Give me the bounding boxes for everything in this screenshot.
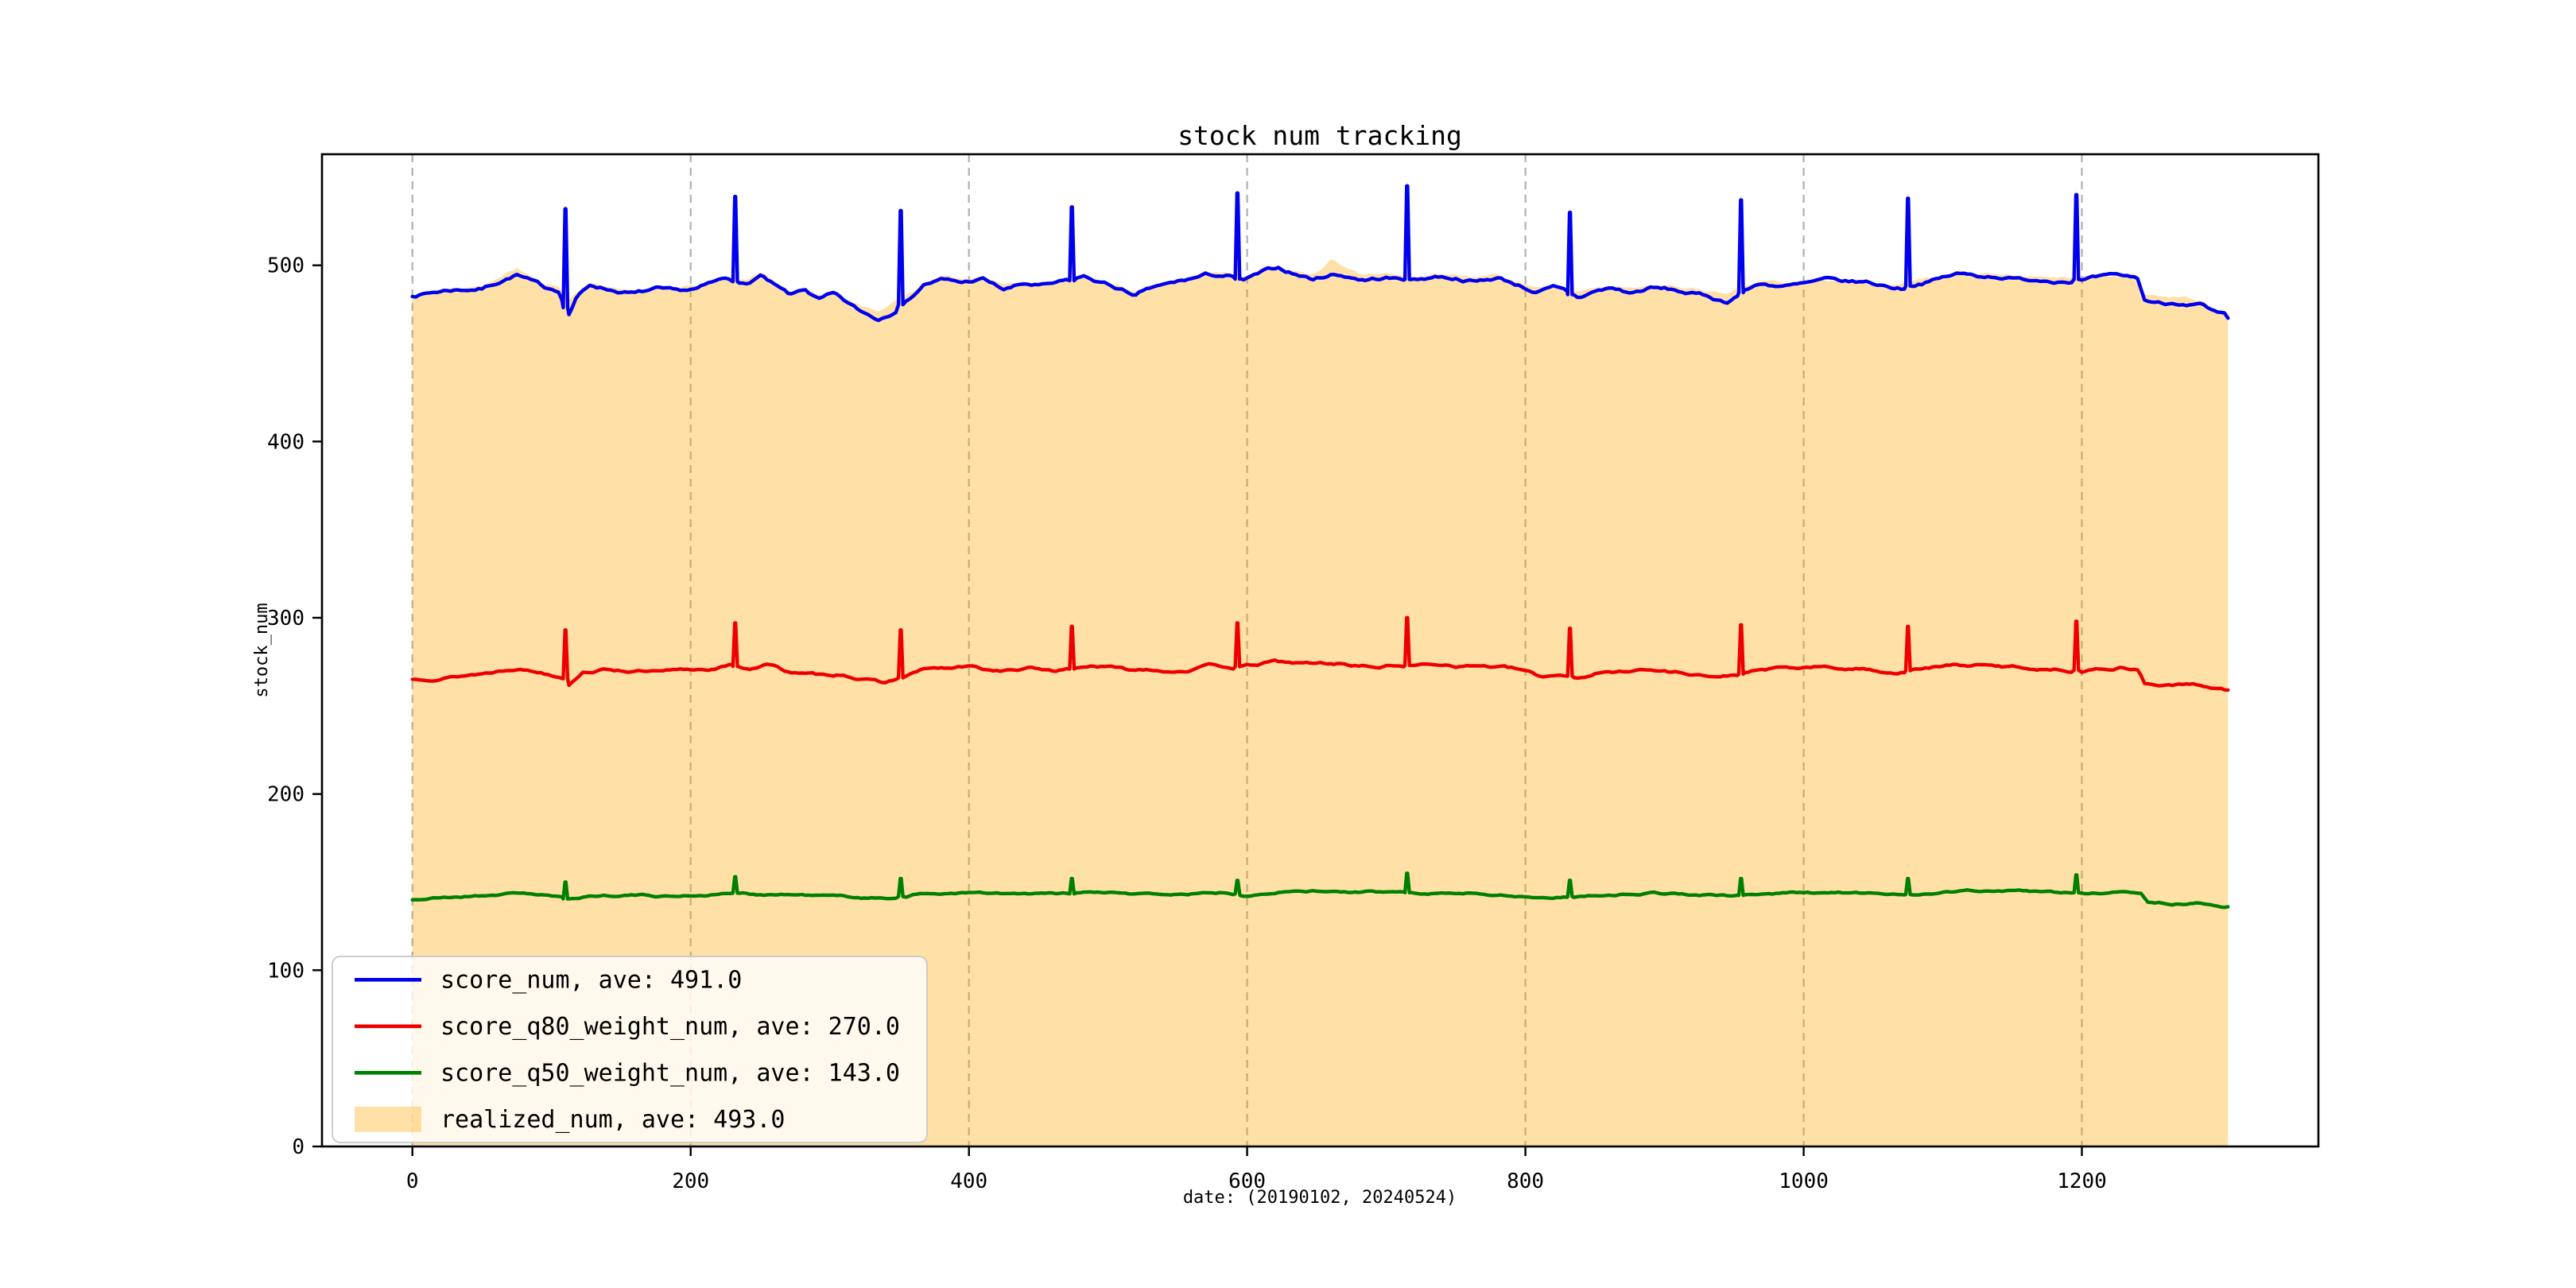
x-tick-label: 800 [1507,1170,1544,1193]
legend-label-score_q80_weight_num: score_q80_weight_num, ave: 270.0 [440,1013,900,1041]
legend-label-score_num: score_num, ave: 491.0 [440,966,742,994]
x-tick-label: 600 [1228,1170,1266,1193]
score_q80_weight_num-line [410,615,2230,692]
y-tick-label: 100 [267,959,305,983]
y-tick-label: 400 [267,430,305,454]
score_q50_weight_num-line [410,871,2230,910]
y-axis-label: stock_num [252,603,272,697]
y-tick-label: 500 [267,254,305,278]
realized_num-area [412,182,2229,1146]
series-layer [410,182,2230,1146]
legend-box [332,956,928,1143]
legend-label-realized_num: realized_num, ave: 493.0 [440,1106,785,1134]
x-tick-label: 400 [950,1170,987,1193]
x-tick-label: 1200 [2057,1170,2107,1193]
y-tick-label: 200 [267,783,305,807]
chart-title: stock num tracking [1177,120,1462,151]
plot-border [320,153,2320,1148]
score_num-line [410,184,2230,323]
legend: score_num, ave: 491.0 score_q80_weight_nu… [332,956,928,1143]
y-tick-label: 300 [267,607,305,630]
x-tick-label: 0 [406,1170,419,1193]
x-axis-label: date: (20190102, 20240524) [1183,1188,1457,1208]
axis-ticks: 0 200 400 600 800 1000 1200 0 100 200 300 400 500 [267,254,2107,1193]
y-tick-label: 0 [292,1135,305,1159]
legend-swatch-realized_num [355,1106,421,1132]
legend-label-score_q50_weight_num: score_q50_weight_num, ave: 143.0 [440,1059,900,1087]
x-tick-label: 200 [672,1170,709,1193]
x-tick-label: 1000 [1779,1170,1829,1193]
